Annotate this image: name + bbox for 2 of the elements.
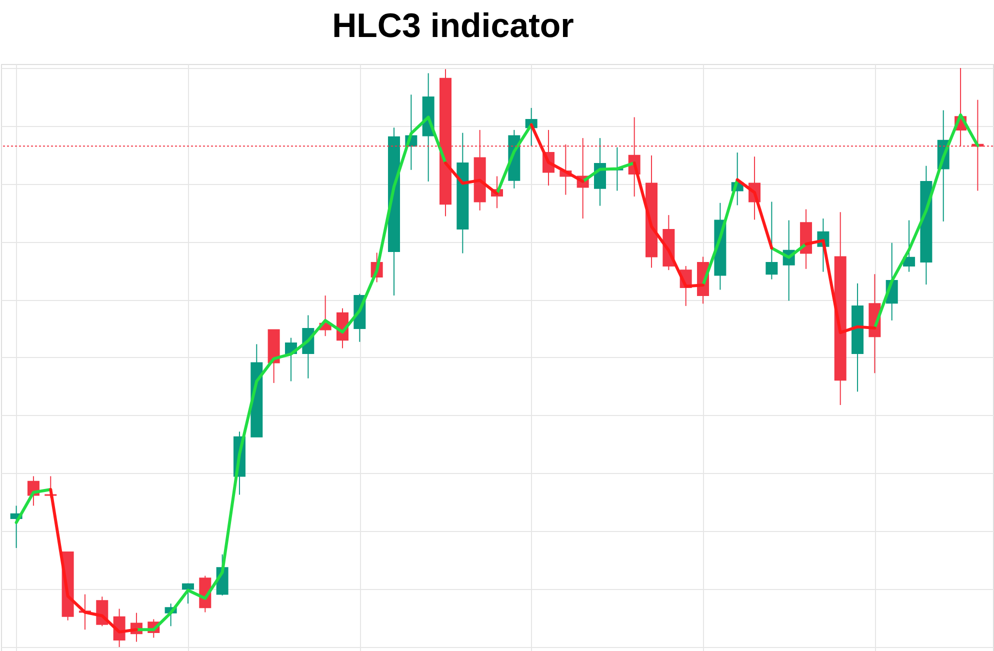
- candlestick: [766, 201, 778, 280]
- chart-title: HLC3 indicator: [332, 7, 574, 45]
